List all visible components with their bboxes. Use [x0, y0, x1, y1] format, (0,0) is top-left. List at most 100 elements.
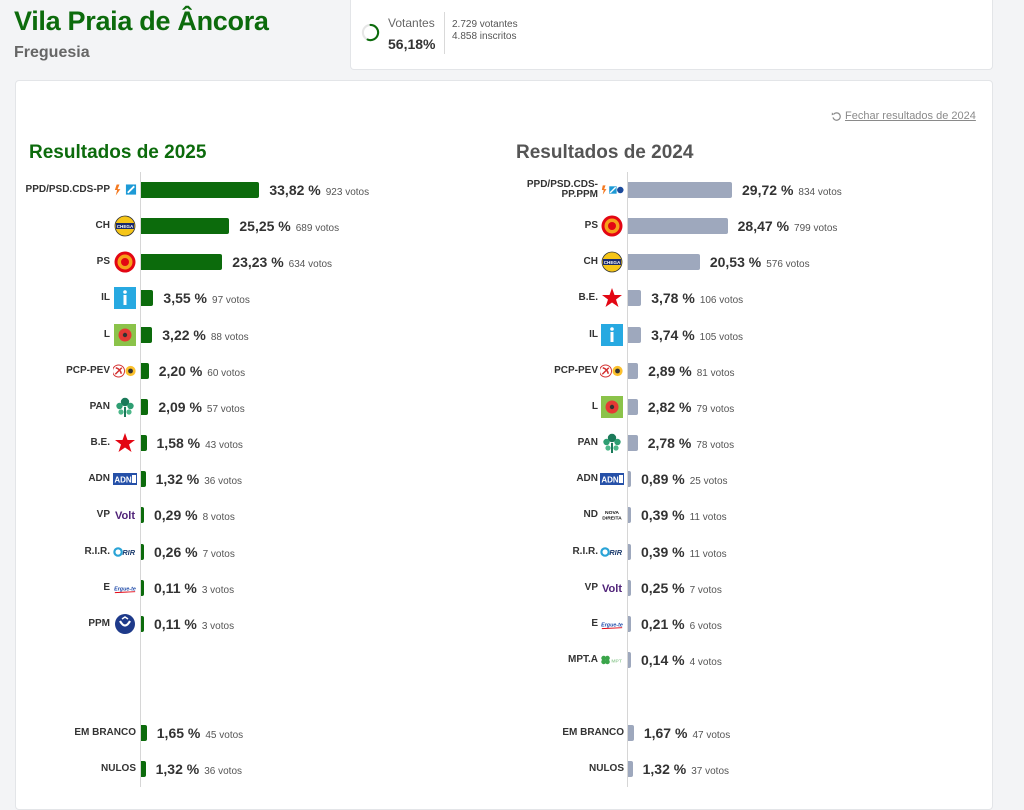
result-value: 3,55 % 97 votos: [163, 290, 249, 306]
result-bar: [141, 543, 144, 560]
result-value: 0,14 % 4 votos: [641, 652, 722, 668]
result-percent: 0,14 %: [641, 651, 685, 668]
result-value: 0,39 % 11 votos: [641, 507, 727, 523]
result-percent: 2,89 %: [648, 362, 692, 379]
result-votes: 923 votos: [325, 187, 370, 198]
result-bar: [628, 761, 633, 777]
undo-icon: [831, 111, 841, 121]
result-percent: 3,55 %: [163, 290, 208, 307]
turnout-stats: 2.729 votantes 4.858 inscritos: [452, 19, 518, 43]
adn-logo: ADN: [600, 467, 624, 491]
volt-logo: Volt: [600, 576, 624, 600]
result-percent: 2,78 %: [647, 435, 692, 452]
result-votes: 7 votos: [202, 548, 235, 560]
party-label: B.E.: [578, 292, 598, 304]
party-label: PPD/PSD.CDS-PP.PPM: [526, 179, 598, 200]
result-percent: 1,32 %: [155, 471, 200, 488]
result-percent: 25,25 %: [239, 218, 291, 235]
result-votes: 45 votos: [205, 730, 244, 741]
result-value: 2,78 % 78 votos: [648, 435, 734, 451]
result-value: 2,09 % 57 votos: [158, 399, 244, 415]
result-votes: 11 votos: [689, 512, 727, 524]
party-label: PCP-PEV: [66, 364, 110, 376]
turnout-voters: 2.729 votantes: [452, 19, 518, 30]
result-votes: 97 votos: [212, 295, 250, 307]
result-bar: [628, 507, 631, 524]
result-bar: [628, 398, 638, 415]
party-label: ADN: [576, 473, 598, 485]
livre-logo: [113, 323, 137, 347]
result-bar: [628, 218, 728, 235]
result-percent: 1,67 %: [643, 725, 688, 741]
turnout-ring-icon: [361, 23, 380, 42]
result-value: 2,20 % 60 votos: [159, 363, 245, 379]
party-label: IL: [589, 328, 598, 340]
svg-text:Ergue-te: Ergue-te: [114, 586, 136, 592]
result-percent: 3,78 %: [651, 290, 695, 307]
close-2024-results-link[interactable]: Fechar resultados de 2024: [831, 110, 976, 122]
svg-text:DIREITA: DIREITA: [602, 516, 622, 522]
result-bar: [628, 471, 632, 488]
result-percent: 0,39 %: [641, 543, 685, 560]
result-votes: 576 votos: [766, 259, 810, 271]
result-percent: 1,58 %: [156, 435, 201, 452]
svg-text:RIR: RIR: [122, 548, 135, 557]
ps-logo: [600, 214, 624, 238]
results-2025-title: Resultados de 2025: [29, 142, 207, 163]
result-bar: [628, 543, 631, 560]
result-percent: 28,47 %: [737, 218, 790, 235]
result-percent: 0,25 %: [641, 579, 685, 596]
result-value: 2,82 % 79 votos: [648, 399, 734, 415]
pcp-pev-logo: [600, 359, 624, 383]
result-bar: [141, 326, 153, 343]
il-logo: [113, 286, 137, 310]
result-votes: 88 votos: [210, 331, 249, 343]
result-percent: 23,23 %: [232, 254, 284, 271]
result-percent: 3,22 %: [162, 326, 206, 343]
svg-text:ADN: ADN: [601, 475, 619, 484]
result-value: 29,72 % 834 votos: [742, 182, 842, 198]
party-label: PS: [96, 256, 110, 268]
result-votes: 81 votos: [696, 367, 735, 379]
svg-text:ADN: ADN: [114, 475, 132, 484]
result-percent: 33,82 %: [269, 182, 321, 198]
result-percent: 2,82 %: [647, 398, 692, 415]
rir-logo: RIR: [113, 540, 137, 564]
result-bar: [141, 362, 149, 379]
result-bar: [628, 725, 634, 741]
result-bar: [628, 615, 631, 632]
result-value: 1,65 % 45 votos: [157, 725, 243, 741]
party-label: PCP-PEV: [554, 364, 598, 376]
result-bar: [628, 435, 638, 452]
result-bar: [141, 507, 144, 524]
result-bar: [628, 290, 642, 307]
result-percent: 2,20 %: [158, 362, 203, 379]
result-value: 0,21 % 6 votos: [641, 616, 722, 632]
result-bar: [141, 182, 260, 198]
result-bar: [141, 725, 147, 741]
party-label: PAN: [577, 437, 598, 449]
results-2024-title: Resultados de 2024: [516, 142, 694, 163]
result-percent: 29,72 %: [742, 182, 794, 198]
result-percent: 20,53 %: [709, 254, 762, 271]
result-bar: [628, 579, 631, 596]
pan-logo: [600, 431, 624, 455]
result-bar: [628, 254, 700, 271]
ps-logo: [113, 250, 137, 274]
chega-logo: CHEGA: [113, 214, 137, 238]
result-value: 0,26 % 7 votos: [154, 544, 235, 560]
result-percent: 1,65 %: [156, 725, 201, 741]
result-votes: 57 votos: [206, 403, 245, 415]
result-value: 1,32 % 36 votos: [156, 471, 242, 487]
result-value: 20,53 % 576 votos: [710, 254, 810, 270]
axis-line: [627, 172, 628, 787]
result-bar: [141, 254, 223, 271]
result-bar: [141, 615, 144, 632]
result-votes: 3 votos: [201, 620, 235, 632]
result-votes: 7 votos: [689, 584, 722, 596]
result-votes: 4 votos: [689, 656, 722, 668]
party-label: PPM: [88, 617, 110, 629]
result-percent: 0,11 %: [154, 615, 197, 632]
result-votes: 3 votos: [201, 584, 235, 596]
party-label: PPD/PSD.CDS-PP: [25, 184, 110, 195]
